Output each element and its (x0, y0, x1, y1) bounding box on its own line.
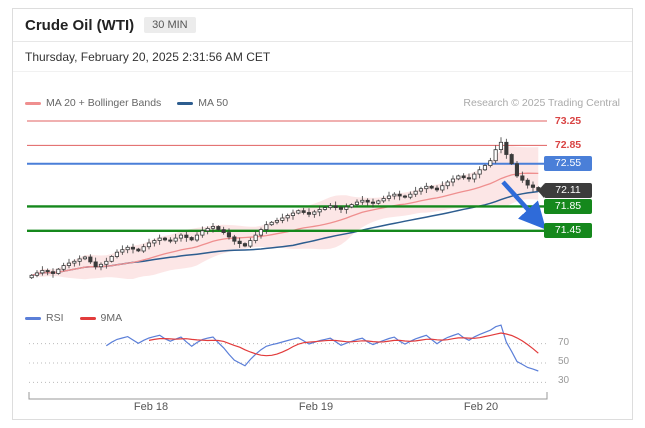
bearish-forecast-arrow (501, 180, 547, 230)
timeframe-badge: 30 MIN (144, 17, 196, 33)
support-level-badge-1: 71.85 (544, 198, 592, 214)
rsi-ma9-legend-item: 9MA (79, 312, 123, 324)
last-price-badge: 72.11 (544, 183, 592, 199)
chart-card: Crude Oil (WTI) 30 MIN Thursday, Februar… (12, 8, 633, 420)
ma50-swatch-icon (177, 101, 194, 105)
ma50-legend-label: MA 50 (198, 97, 229, 109)
research-credit: Research © 2025 Trading Central (463, 97, 620, 109)
instrument-title: Crude Oil (WTI) (25, 16, 135, 34)
ma20-legend-label: MA 20 + Bollinger Bands (46, 97, 162, 109)
chart-header: Crude Oil (WTI) 30 MIN (13, 9, 632, 42)
indicator-legend: MA 20 + Bollinger Bands MA 50 Research ©… (25, 97, 620, 109)
timestamp: Thursday, February 20, 2025 2:31:56 AM C… (13, 42, 632, 72)
ma20-swatch-icon (25, 101, 41, 105)
rsi-ma9-swatch-icon (79, 316, 96, 320)
rsi-9ma-line (148, 332, 539, 357)
rsi-ma9-legend-label: 9MA (100, 312, 123, 324)
ma20-line (31, 172, 539, 276)
rsi-tick-70: 70 (558, 337, 570, 348)
candlestick-series (29, 137, 541, 279)
support-level-badge-2: 71.45 (544, 223, 592, 239)
rsi-tick-50: 50 (558, 356, 570, 367)
rsi-legend-item: RSI (25, 312, 64, 324)
rsi-legend: RSI 9MA (25, 312, 122, 324)
bollinger-band-fill (31, 146, 539, 280)
pivot-level-badge: 72.55 (544, 156, 592, 172)
x-axis-bracket (28, 392, 548, 400)
resistance-level-label-2: 72.85 (554, 138, 582, 151)
x-tick-feb18: Feb 18 (133, 401, 169, 413)
rsi-line (105, 324, 539, 372)
ma50-line (31, 190, 539, 277)
ma20-legend-item: MA 20 + Bollinger Bands (25, 97, 161, 109)
rsi-tick-30: 30 (558, 375, 570, 386)
rsi-swatch-icon (25, 316, 41, 320)
ma50-legend-item: MA 50 (177, 97, 228, 109)
rsi-legend-label: RSI (46, 312, 64, 324)
resistance-level-label-1: 73.25 (554, 114, 582, 127)
x-tick-feb20: Feb 20 (463, 401, 499, 413)
x-tick-feb19: Feb 19 (298, 401, 334, 413)
